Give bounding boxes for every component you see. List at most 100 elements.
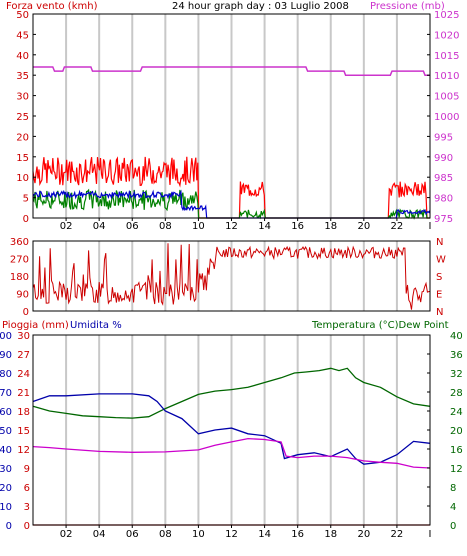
pressure-y-tick: 980: [434, 194, 453, 205]
compass-label: E: [436, 290, 442, 301]
rain-y-tick: 0: [24, 521, 30, 532]
wind-y-tick: 35: [16, 71, 29, 82]
compass-label: W: [436, 255, 446, 266]
direction-y-tick: 360: [10, 237, 29, 248]
temperature-y-tick: 12: [450, 464, 463, 475]
rain-y-tick: 24: [17, 369, 30, 380]
x-tick-label: 06: [126, 529, 139, 540]
pressure-y-tick: 995: [434, 132, 453, 143]
humidity-y-tick: 20: [0, 483, 12, 494]
pressure-y-tick: 990: [434, 153, 453, 164]
x-tick-label: 02: [60, 529, 73, 540]
panel-frame-dir: [32, 240, 431, 312]
humidity-y-tick: 10: [0, 502, 12, 513]
wind-y-tick: 50: [16, 10, 29, 21]
pressure-axis-label: Pressione (mb): [370, 1, 445, 12]
direction-y-tick: 180: [10, 272, 29, 283]
pressure-y-tick: 1005: [434, 92, 459, 103]
wind-y-tick: 45: [16, 30, 29, 41]
x-tick-label: 10: [192, 221, 205, 232]
wind-y-tick: 0: [23, 214, 29, 225]
pressure-y-tick: 1025: [434, 10, 459, 21]
x-tick-label: 08: [159, 221, 172, 232]
pressure-y-tick: 1020: [434, 30, 459, 41]
x-tick-label: 14: [258, 221, 271, 232]
x-tick-label: 20: [357, 221, 370, 232]
x-tick-label: 12: [225, 221, 238, 232]
rain-y-tick: 6: [24, 483, 30, 494]
pressure-y-tick: 1010: [434, 71, 459, 82]
x-tick-label: 10: [192, 529, 205, 540]
humidity-y-tick: 60: [0, 407, 12, 418]
compass-label: S: [436, 272, 442, 283]
x-tick-label: 08: [159, 529, 172, 540]
rain-y-tick: 9: [24, 464, 30, 475]
wind-y-tick: 40: [16, 51, 29, 62]
temperature-y-tick: 24: [450, 407, 463, 418]
pressure-y-tick: 985: [434, 173, 453, 184]
humidity-y-tick: 70: [0, 388, 12, 399]
humidity-y-tick: 90: [0, 350, 12, 361]
series-pressure: [33, 66, 430, 76]
humidity-y-tick: 40: [0, 445, 12, 456]
compass-label: N: [436, 237, 443, 248]
rain-y-tick: 30: [17, 331, 30, 342]
rain-y-tick: 12: [17, 445, 30, 456]
x-tick-label: 04: [93, 529, 106, 540]
x-tick-label: 18: [324, 529, 337, 540]
pressure-y-tick: 975: [434, 214, 453, 225]
wind-y-tick: 20: [16, 132, 29, 143]
wind-y-tick: 15: [16, 153, 29, 164]
humidity-axis-label: Umidita %: [70, 320, 122, 331]
rain-y-tick: 27: [17, 350, 30, 361]
temperature-y-tick: 0: [450, 521, 456, 532]
x-tick-label: 06: [126, 221, 139, 232]
temperature-y-tick: 40: [450, 331, 463, 342]
wind-y-tick: 10: [16, 173, 29, 184]
x-tick-label: 20: [357, 529, 370, 540]
temperature-y-tick: 32: [450, 369, 463, 380]
series-wind-direction-trace: [32, 243, 431, 310]
humidity-y-tick: 30: [0, 464, 12, 475]
x-end-marker: I: [429, 529, 432, 540]
pressure-y-tick: 1015: [434, 51, 459, 62]
x-tick-label: 12: [225, 529, 238, 540]
series-dewpoint: [32, 437, 431, 469]
temperature-y-tick: 36: [450, 350, 463, 361]
x-end-marker: I: [429, 221, 432, 232]
rain-y-tick: 21: [17, 388, 30, 399]
direction-y-tick: 90: [16, 290, 29, 301]
temperature-y-tick: 8: [450, 483, 456, 494]
series-humidity: [32, 393, 431, 465]
x-tick-label: 04: [93, 221, 106, 232]
humidity-y-tick: 50: [0, 426, 12, 437]
x-tick-label: 22: [391, 529, 404, 540]
x-tick-label: 02: [60, 221, 73, 232]
temperature-y-tick: 28: [450, 388, 463, 399]
humidity-y-tick: 100: [0, 331, 12, 342]
temperature-y-tick: 4: [450, 502, 456, 513]
wind-y-tick: 5: [23, 194, 29, 205]
series-temperature: [32, 367, 431, 419]
x-tick-label: 18: [324, 221, 337, 232]
x-tick-label: 16: [291, 221, 304, 232]
direction-y-tick: 0: [23, 307, 29, 318]
wind-y-tick: 30: [16, 92, 29, 103]
pressure-y-tick: 1000: [434, 112, 459, 123]
compass-label: N: [436, 307, 443, 318]
x-tick-label: 16: [291, 529, 304, 540]
x-tick-label: 14: [258, 529, 271, 540]
temperature-axis-label: Temperatura (°C)Dew Point: [312, 320, 449, 331]
rain-y-tick: 15: [17, 426, 30, 437]
rain-y-tick: 3: [24, 502, 30, 513]
direction-y-tick: 270: [10, 255, 29, 266]
temperature-y-tick: 16: [450, 445, 463, 456]
wind-y-tick: 25: [16, 112, 29, 123]
wind-axis-label: Forza vento (kmh): [6, 1, 98, 12]
chart-title: 24 hour graph day : 03 Luglio 2008: [172, 1, 349, 12]
x-tick-label: 22: [391, 221, 404, 232]
humidity-y-tick: 0: [6, 521, 12, 532]
rain-y-tick: 18: [17, 407, 30, 418]
humidity-y-tick: 80: [0, 369, 12, 380]
